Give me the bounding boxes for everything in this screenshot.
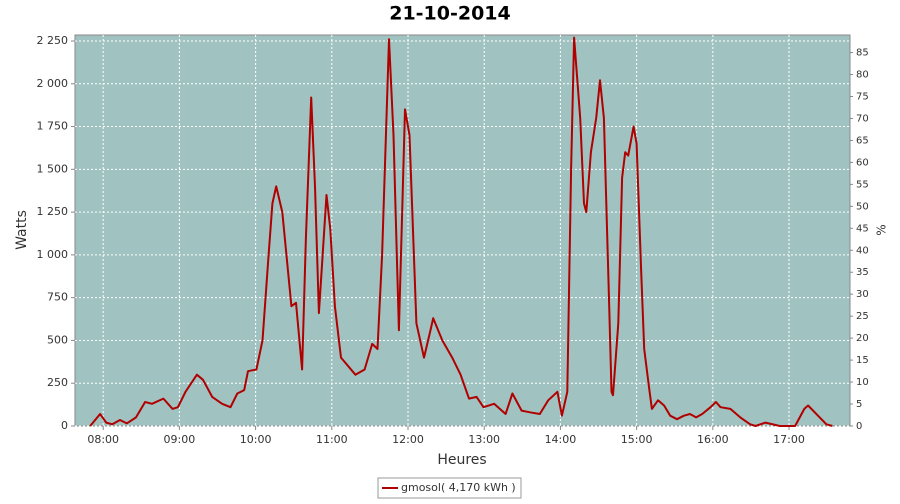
- y2-tick-label: 30: [856, 289, 869, 300]
- y2-tick-label: 85: [856, 48, 869, 59]
- legend-box: [377, 477, 522, 499]
- x-tick-label: 08:00: [87, 433, 119, 446]
- y-tick-label: 1 500: [37, 162, 69, 175]
- y2-tick-label: 80: [856, 70, 869, 81]
- y2-axis-label: %: [875, 224, 889, 235]
- x-tick-label: 13:00: [468, 433, 500, 446]
- y2-tick-label: 65: [856, 135, 869, 146]
- y2-tick-label: 45: [856, 223, 869, 234]
- y-tick-label: 2 250: [37, 34, 69, 47]
- y2-tick-label: 0: [856, 421, 862, 432]
- y2-tick-label: 40: [856, 245, 869, 256]
- plot-area: [74, 34, 851, 427]
- y2-tick-label: 35: [856, 267, 869, 278]
- y-tick-label: 2 000: [37, 77, 69, 90]
- chart-title: 21-10-2014: [389, 3, 511, 25]
- y-tick-label: 1 250: [37, 205, 69, 218]
- y2-tick-label: 60: [856, 157, 869, 168]
- y2-tick-label: 15: [856, 355, 869, 366]
- y-tick-label: 1 750: [37, 120, 69, 133]
- y-tick-label: 0: [61, 419, 68, 432]
- y2-tick-label: 55: [856, 179, 869, 190]
- x-tick-label: 09:00: [164, 433, 196, 446]
- x-tick-label: 11:00: [316, 433, 348, 446]
- y2-tick-label: 70: [856, 113, 869, 124]
- x-tick-label: 16:00: [697, 433, 729, 446]
- y2-tick-label: 10: [856, 377, 869, 388]
- y2-tick-label: 25: [856, 311, 869, 322]
- y2-tick-label: 50: [856, 201, 869, 212]
- x-tick-label: 12:00: [392, 433, 424, 446]
- y-axis-label: Watts: [14, 210, 30, 250]
- y2-tick-label: 5: [856, 399, 862, 410]
- x-tick-label: 15:00: [621, 433, 653, 446]
- legend-label: gmosol( 4,170 kWh ): [401, 481, 516, 494]
- y2-tick-label: 20: [856, 333, 869, 344]
- x-axis-label: Heures: [437, 452, 486, 468]
- y-tick-label: 750: [47, 291, 68, 304]
- y2-tick-label: 75: [856, 92, 869, 103]
- y-tick-label: 1 000: [37, 248, 69, 261]
- y-tick-label: 500: [47, 333, 68, 346]
- data-line: [89, 36, 833, 427]
- x-tick-label: 17:00: [773, 433, 805, 446]
- x-tick-label: 10:00: [240, 433, 272, 446]
- x-tick-label: 14:00: [545, 433, 577, 446]
- y-tick-label: 250: [47, 376, 68, 389]
